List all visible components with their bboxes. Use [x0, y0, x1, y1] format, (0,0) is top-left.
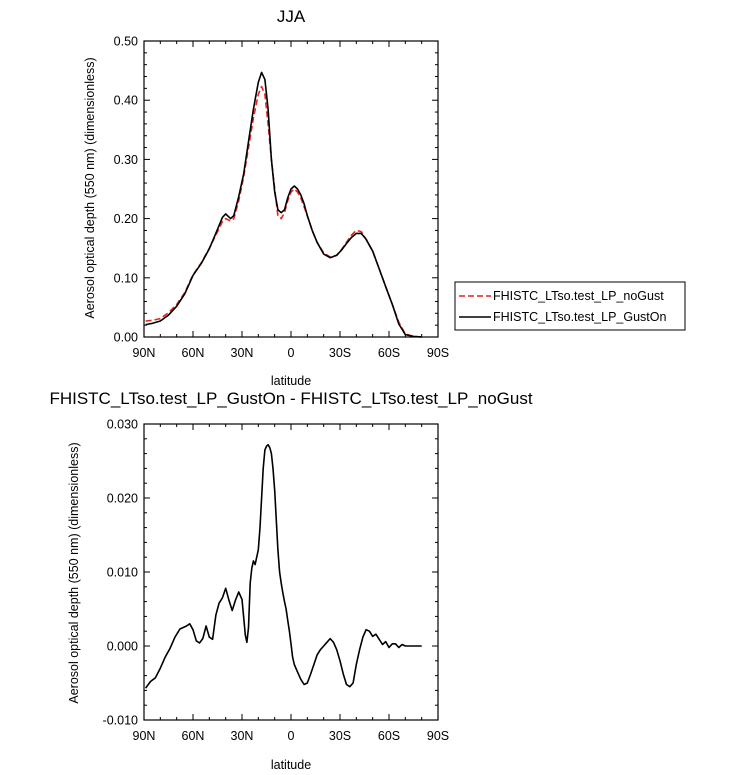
- bottom-chart-title: FHISTC_LTso.test_LP_GustOn - FHISTC_LTso…: [49, 389, 532, 408]
- bottom-chart-y-tick-label: 0.010: [107, 566, 138, 580]
- top-chart-x-tick-label: 30S: [329, 346, 351, 360]
- top-chart-y-tick-label: 0.30: [114, 153, 138, 167]
- top-chart-y-axis-label: Aerosol optical depth (550 nm) (dimensio…: [83, 57, 97, 318]
- top-chart-y-tick-label: 0.10: [114, 271, 138, 285]
- top-chart-series: [145, 71, 422, 338]
- top-chart-x-tick-label: 30N: [231, 346, 254, 360]
- bottom-chart-x-tick-label: 90S: [427, 729, 449, 743]
- legend-entry-nogust: FHISTC_LTso.test_LP_noGust: [493, 289, 664, 303]
- top-chart-x-tick-label: 60S: [378, 346, 400, 360]
- legend: FHISTC_LTso.test_LP_noGust FHISTC_LTso.t…: [454, 281, 686, 331]
- top-chart-y-tick-label: 0.40: [114, 94, 138, 108]
- top-chart-y-tick-label: 0.50: [114, 35, 138, 49]
- bottom-chart-x-tick-label: 90N: [133, 729, 156, 743]
- bottom-chart-x-tick-label: 60S: [378, 729, 400, 743]
- bottom-chart-y-tick-label: 0.020: [107, 492, 138, 506]
- bottom-chart-x-axis-label: latitude: [271, 758, 311, 772]
- bottom-chart-ticks: 90N 60N 30N 0 30S 60S 90S -0.010 0.000 0.010 0.020…: [103, 418, 450, 744]
- bottom-chart-y-axis-label: Aerosol optical depth (550 nm) (dimensio…: [67, 442, 81, 703]
- top-chart: JJA Aerosol optical depth (550 nm) (dime…: [83, 7, 686, 388]
- bottom-chart: FHISTC_LTso.test_LP_GustOn - FHISTC_LTso…: [49, 389, 532, 772]
- bottom-chart-y-tick-label: 0.000: [107, 640, 138, 654]
- bottom-chart-frame: [143, 423, 439, 721]
- top-chart-x-tick-label: 60N: [182, 346, 205, 360]
- top-chart-ticks: 90N 60N 30N 0 30S 60S 90S 0.00 0.10 0.20 0.30 0.40 0…: [114, 35, 449, 361]
- bottom-chart-series-line-0: [144, 443, 422, 689]
- bottom-chart-y-tick-label: 0.030: [107, 418, 138, 432]
- top-chart-y-tick-label: 0.20: [114, 212, 138, 226]
- bottom-chart-y-tick-label: -0.010: [103, 714, 138, 728]
- top-chart-title: JJA: [277, 7, 306, 26]
- bottom-chart-series: [144, 443, 422, 689]
- top-chart-x-tick-label: 90N: [133, 346, 156, 360]
- legend-entry-guston: FHISTC_LTso.test_LP_GustOn: [493, 310, 666, 324]
- top-chart-frame: [143, 40, 439, 338]
- top-chart-x-axis-label: latitude: [271, 374, 311, 388]
- top-chart-y-tick-label: 0.00: [114, 331, 138, 345]
- top-chart-x-tick-label: 0: [288, 346, 295, 360]
- top-chart-series-line-1: [145, 71, 422, 338]
- bottom-chart-x-tick-label: 0: [288, 729, 295, 743]
- top-chart-x-tick-label: 90S: [427, 346, 449, 360]
- bottom-chart-x-tick-label: 30N: [231, 729, 254, 743]
- top-chart-series-line-0: [145, 85, 422, 338]
- legend-box: [454, 281, 686, 331]
- bottom-chart-x-tick-label: 30S: [329, 729, 351, 743]
- bottom-chart-x-tick-label: 60N: [182, 729, 205, 743]
